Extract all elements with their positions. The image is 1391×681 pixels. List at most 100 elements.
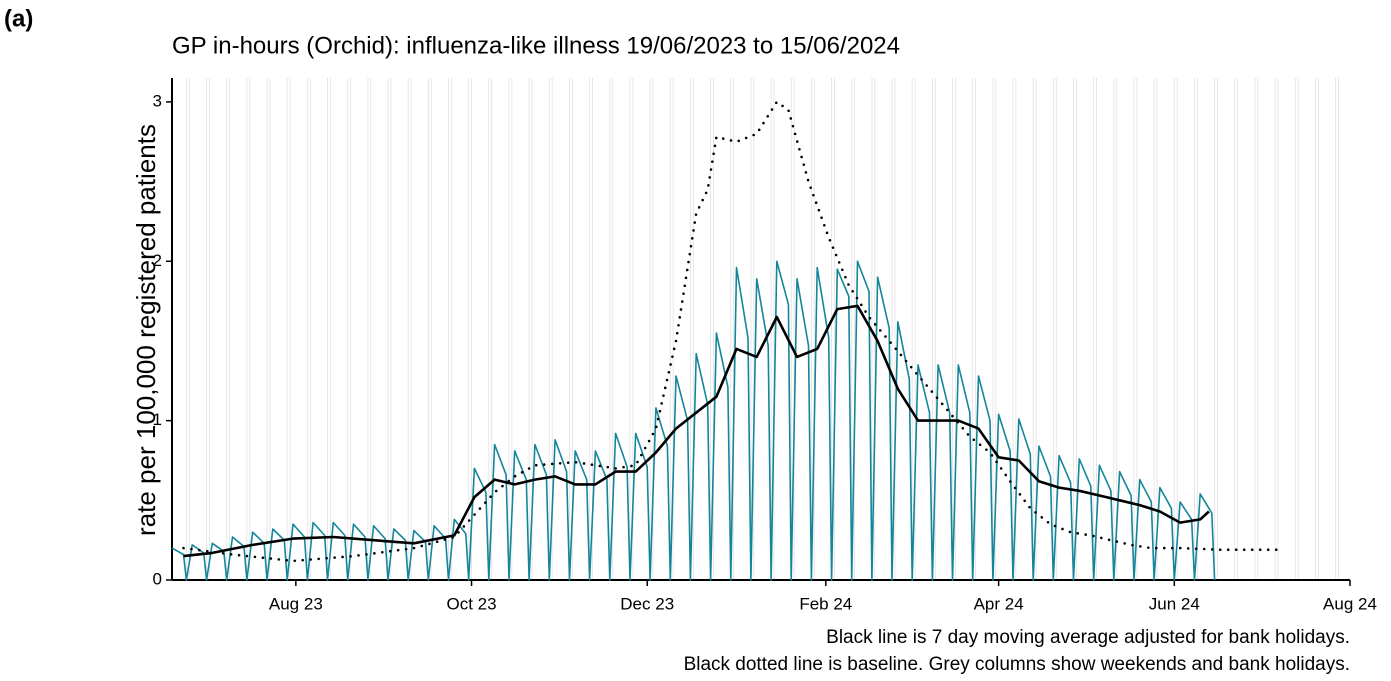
weekend-column <box>934 78 936 580</box>
weekend-column <box>975 78 977 580</box>
x-tick-label: Aug 24 <box>1323 594 1377 613</box>
y-tick-label: 0 <box>153 569 162 588</box>
weekend-column <box>407 78 409 580</box>
weekend-column <box>629 78 631 580</box>
weekend-column <box>1055 78 1057 580</box>
y-tick-label: 1 <box>153 410 162 429</box>
weekend-column <box>367 78 369 580</box>
weekend-column <box>692 78 694 580</box>
x-tick-label: Feb 24 <box>799 594 852 613</box>
weekend-column <box>350 78 352 580</box>
weekend-column <box>508 78 510 580</box>
weekend-column <box>733 78 735 580</box>
weekend-column <box>1116 78 1118 580</box>
weekend-column <box>609 78 611 580</box>
y-tick-label: 3 <box>153 91 162 110</box>
weekend-column <box>569 78 570 580</box>
weekend-column <box>266 78 268 580</box>
weekend-column <box>249 78 251 580</box>
weekend-column <box>468 78 470 580</box>
weekend-column <box>488 78 490 580</box>
weekend-column <box>793 78 795 580</box>
weekend-column <box>226 78 228 580</box>
weekend-column <box>589 78 591 580</box>
y-tick-label: 2 <box>153 251 162 270</box>
plot-area: 0 1 2 3 Aug 23 Oct 23 Dec 23 Feb 24 Apr 24 Jun 24… <box>153 78 1377 613</box>
weekend-column <box>995 78 997 580</box>
weekend-column <box>1156 78 1158 580</box>
weekend-column <box>713 78 714 580</box>
weekend-column <box>188 78 190 580</box>
weekend-column <box>327 78 328 580</box>
weekend-column <box>306 78 308 580</box>
weekend-column <box>773 78 775 580</box>
weekend-column <box>289 78 291 580</box>
weekend-column <box>894 78 896 580</box>
weekend-column <box>1075 78 1077 580</box>
weekend-column <box>834 78 835 580</box>
weekend-column <box>329 78 331 580</box>
x-tick-label: Aug 23 <box>269 594 323 613</box>
weekend-column <box>347 78 349 580</box>
weekend-column <box>730 78 732 580</box>
weekend-column <box>571 78 573 580</box>
weekend-column <box>954 78 956 580</box>
weekend-column <box>1035 78 1037 580</box>
weekend-column <box>1173 78 1175 580</box>
weekend-column <box>427 78 429 580</box>
weekend-column <box>810 78 812 580</box>
series-line <box>171 260 1216 581</box>
weekend-column <box>1254 78 1256 580</box>
weekend-column <box>914 78 916 580</box>
weekend-column <box>1274 78 1276 580</box>
weekend-column <box>831 78 833 580</box>
weekend-column <box>286 78 288 580</box>
x-tick-label: Jun 24 <box>1149 594 1200 613</box>
weekend-column <box>1194 78 1195 580</box>
weekend-column <box>689 78 691 580</box>
weekend-column <box>491 78 493 580</box>
series-line <box>183 304 1210 558</box>
weekend-column <box>1338 78 1339 580</box>
weekend-column <box>632 78 634 580</box>
x-tick-label: Dec 23 <box>620 594 674 613</box>
weekend-column <box>229 78 231 580</box>
weekend-column <box>1012 78 1014 580</box>
weekend-column <box>753 78 755 580</box>
weekend-column <box>874 78 876 580</box>
weekend-column <box>813 78 815 580</box>
weekend-column <box>185 78 187 580</box>
weekend-column <box>309 78 311 580</box>
weekend-column <box>649 78 651 580</box>
weekend-columns <box>185 78 1339 580</box>
weekend-column <box>612 78 614 580</box>
weekend-column <box>992 78 994 580</box>
weekend-column <box>209 78 210 580</box>
weekend-column <box>652 78 654 580</box>
weekend-column <box>1052 78 1054 580</box>
weekend-column <box>931 78 933 580</box>
weekend-column <box>1234 78 1236 580</box>
weekend-column <box>1093 78 1095 580</box>
weekend-column <box>972 78 974 580</box>
weekend-column <box>551 78 553 580</box>
weekend-column <box>1257 78 1259 580</box>
weekend-column <box>450 78 452 580</box>
weekend-column <box>1277 78 1279 580</box>
weekend-column <box>1294 78 1296 580</box>
weekend-column <box>370 78 372 580</box>
weekend-column <box>511 78 513 580</box>
weekend-column <box>448 78 449 580</box>
weekend-column <box>1335 78 1337 580</box>
weekend-column <box>430 78 432 580</box>
weekend-column <box>952 78 953 580</box>
weekend-column <box>1214 78 1216 580</box>
weekend-column <box>1196 78 1198 580</box>
weekend-column <box>669 78 671 580</box>
panel-label: (a) <box>4 5 33 32</box>
weekend-column <box>851 78 853 580</box>
weekend-column <box>1015 78 1017 580</box>
weekend-column <box>528 78 530 580</box>
weekend-column <box>1113 78 1115 580</box>
